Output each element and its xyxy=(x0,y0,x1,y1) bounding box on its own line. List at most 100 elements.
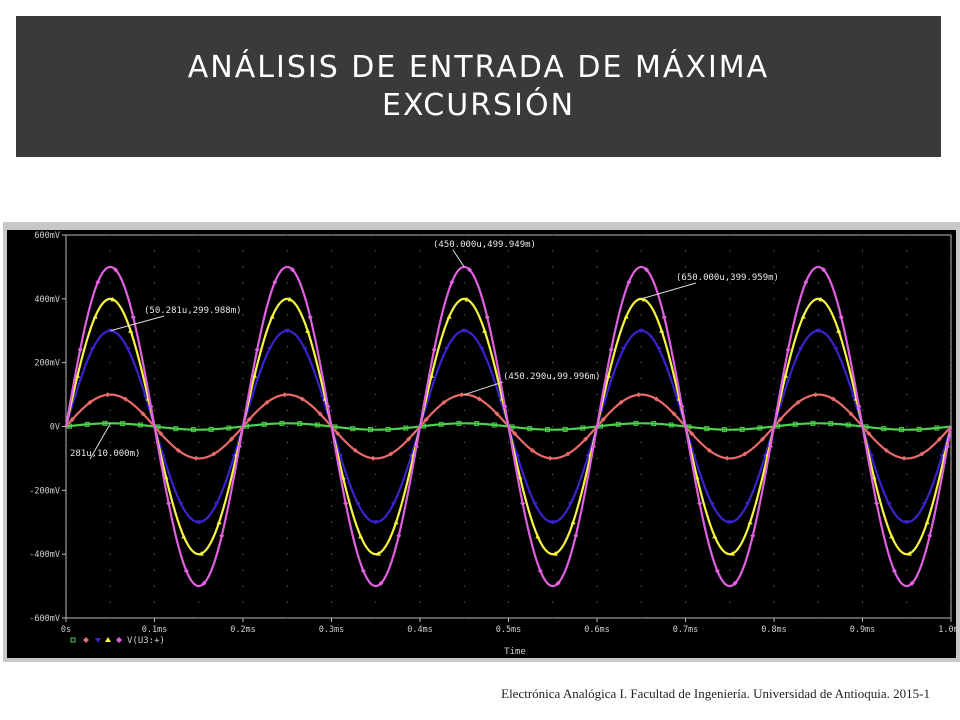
grid-dot xyxy=(817,537,819,539)
grid-dot xyxy=(508,457,509,459)
grid-dot xyxy=(375,537,377,539)
grid-dot xyxy=(729,394,731,396)
series-marker xyxy=(128,328,134,333)
grid-dot xyxy=(552,282,554,284)
grid-dot xyxy=(508,346,509,348)
grid-dot xyxy=(198,282,200,284)
grid-dot xyxy=(419,298,421,300)
grid-dot xyxy=(773,266,775,268)
series-marker xyxy=(651,421,657,427)
grid-dot xyxy=(331,601,332,603)
grid-dot xyxy=(729,569,731,571)
grid-dot xyxy=(419,394,421,396)
grid-dot xyxy=(508,521,509,523)
grid-dot xyxy=(596,266,598,268)
series-marker xyxy=(783,373,789,378)
grid-dot xyxy=(552,362,554,364)
grid-dot xyxy=(109,569,111,571)
series-marker xyxy=(795,400,801,406)
grid-dot xyxy=(198,234,200,236)
series-marker xyxy=(403,425,409,431)
grid-dot xyxy=(242,521,244,523)
grid-dot xyxy=(596,553,598,555)
series-marker xyxy=(706,447,712,453)
grid-dot xyxy=(640,457,642,459)
grid-dot xyxy=(331,410,332,412)
series-marker xyxy=(927,533,933,539)
series-line-500mv xyxy=(64,265,953,588)
series-marker xyxy=(337,454,343,459)
grid-dot xyxy=(862,330,863,332)
grid-dot xyxy=(198,394,200,396)
grid-dot xyxy=(685,585,686,587)
grid-dot xyxy=(729,266,731,268)
x-tick-label: 0.5ms xyxy=(496,625,522,635)
grid-dot xyxy=(773,553,775,555)
series-marker xyxy=(906,551,912,556)
grid-dot xyxy=(154,298,155,300)
grid-dot xyxy=(508,362,509,364)
grid-dot xyxy=(419,473,421,475)
grid-dot xyxy=(375,362,377,364)
series-marker xyxy=(193,455,199,461)
grid-dot xyxy=(508,314,509,316)
grid-dot xyxy=(419,234,421,236)
series-marker xyxy=(934,425,940,431)
series-marker xyxy=(535,533,541,539)
grid-dot xyxy=(596,473,598,475)
grid-dot xyxy=(286,553,288,555)
grid-dot xyxy=(773,282,775,284)
grid-dot xyxy=(242,585,244,587)
grid-dot xyxy=(198,617,200,619)
series-marker xyxy=(449,279,455,285)
series-marker xyxy=(544,427,550,433)
grid-dot xyxy=(640,601,642,603)
grid-dot xyxy=(65,569,67,571)
grid-dot xyxy=(729,378,731,380)
grid-dot xyxy=(950,537,952,539)
grid-dot xyxy=(773,362,775,364)
series-marker xyxy=(198,551,204,556)
series-marker xyxy=(944,444,950,450)
grid-dot xyxy=(463,521,465,523)
grid-dot xyxy=(375,346,377,348)
y-tick-label: -600mV xyxy=(29,614,60,624)
chart-background xyxy=(7,230,956,658)
series-marker xyxy=(671,411,677,417)
grid-dot xyxy=(242,410,244,412)
grid-dot xyxy=(906,569,908,571)
grid-dot xyxy=(640,410,642,412)
series-marker xyxy=(456,420,462,426)
series-marker xyxy=(623,314,629,319)
grid-dot xyxy=(640,426,642,427)
grid-dot xyxy=(862,585,863,587)
grid-dot xyxy=(375,601,377,603)
grid-dot xyxy=(463,553,465,555)
series-marker xyxy=(107,328,113,334)
grid-dot xyxy=(596,441,598,443)
grid-dot xyxy=(331,330,332,332)
grid-dot xyxy=(419,457,421,459)
grid-dot xyxy=(773,441,775,443)
series-marker xyxy=(641,296,647,302)
grid-dot xyxy=(154,394,155,396)
series-marker xyxy=(570,519,576,525)
grid-dot xyxy=(596,362,598,364)
series-marker xyxy=(287,296,293,302)
grid-dot xyxy=(242,473,244,475)
grid-dot xyxy=(286,234,288,236)
grid-dot xyxy=(109,585,111,587)
series-marker xyxy=(615,421,621,427)
series-marker xyxy=(916,426,922,432)
series-marker xyxy=(633,420,639,426)
grid-dot xyxy=(109,282,111,284)
grid-dot xyxy=(419,330,421,332)
grid-dot xyxy=(552,378,554,380)
grid-dot xyxy=(286,441,288,443)
grid-dot xyxy=(375,298,377,300)
grid-dot xyxy=(729,362,731,364)
footer-credit: Electrónica Analógica I. Facultad de Ing… xyxy=(501,686,930,701)
x-tick-label: 0.8ms xyxy=(761,625,787,635)
series-marker xyxy=(838,314,844,320)
